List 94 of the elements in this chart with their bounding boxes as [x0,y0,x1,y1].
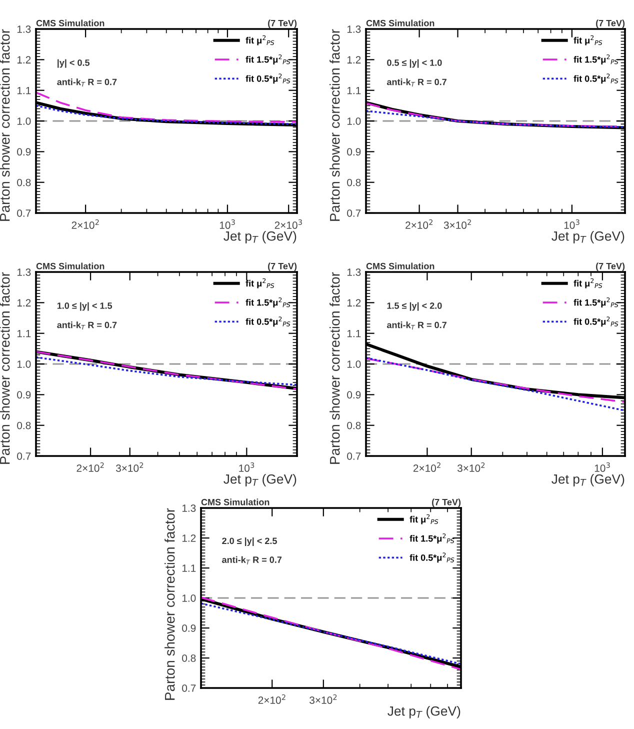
y-tick-label: 1.0 [347,118,361,125]
legend-label: fit 0.5*μ$^{2}$$_{PS}$ [246,74,290,84]
y-tick-label: 1.1 [182,564,196,572]
chart-subtitle: (7 TeV) [268,20,297,28]
y-tick-label: 1.1 [347,86,361,94]
y-axis-title: Parton shower correction factor [0,29,10,221]
x-tick-label: 3×10$^{2}$ [444,219,471,229]
x-tick-label: 2×10$^{2}$ [258,694,286,704]
y-tick-label: 1.0 [347,360,361,368]
y-tick-label: 0.8 [17,422,31,430]
chart-title: CMS Simulation [36,262,104,270]
x-tick-label: 10$^{3}$ [564,219,580,229]
y-tick-label: 1.3 [347,268,361,276]
legend-label: fit μ$^{2}$$_{PS}$ [246,35,274,46]
annotation: anti-k$_{T}$ R = 0.7 [57,322,117,330]
y-tick-label: 0.7 [347,210,361,217]
legend-label: fit 0.5*μ$^{2}$$_{PS}$ [574,316,618,327]
chart-subtitle: (7 TeV) [432,498,461,508]
chart-title: CMS Simulation [36,20,104,26]
legend-label: fit 1.5*μ$^{2}$$_{PS}$ [246,297,290,308]
y-axis-title: Parton shower correction factor [0,272,10,464]
legend-label: fit 0.5*μ$^{2}$$_{PS}$ [246,316,290,327]
chart-subtitle: (7 TeV) [596,20,625,28]
x-tick-label: 3×10$^{2}$ [457,462,485,472]
y-tick-label: 0.9 [347,391,361,399]
y-tick-label: 1.2 [17,56,31,64]
annotation: anti-k$_{T}$ R = 0.7 [386,78,446,87]
chart-title: CMS Simulation [366,20,434,26]
y-tick-label: 1.2 [347,299,361,306]
y-tick-label: 1.1 [17,330,31,338]
y-tick-label: 0.9 [17,391,31,399]
legend-label: fit μ$^{2}$$_{PS}$ [574,35,602,46]
legend-label: fit 1.5*μ$^{2}$$_{PS}$ [574,54,618,64]
x-axis-title: Jet p$_{T}$ (GeV) [224,231,296,244]
y-tick-label: 0.8 [182,654,196,662]
legend-label: fit 0.5*μ$^{2}$$_{PS}$ [574,74,618,84]
x-tick-label: 2×10$^{2}$ [406,219,433,229]
legend-label: fit μ$^{2}$$_{PS}$ [574,278,602,288]
chart-title: CMS Simulation [366,262,434,270]
legend-label: fit μ$^{2}$$_{PS}$ [246,278,274,288]
y-tick-label: 0.8 [347,178,361,186]
legend-label: fit μ$^{2}$$_{PS}$ [410,514,438,524]
y-tick-label: 1.2 [17,299,31,306]
y-tick-label: 1.0 [17,360,31,368]
y-tick-label: 1.2 [347,56,361,64]
y-tick-label: 0.8 [17,178,31,186]
x-axis-title: Jet p$_{T}$ (GeV) [388,706,460,718]
x-tick-label: 2×10$^{3}$ [274,219,302,229]
y-tick-label: 1.3 [17,268,31,276]
annotation: anti-k$_{T}$ R = 0.7 [57,78,117,87]
annotation: 1.5 ≤ |y| < 2.0 [387,302,442,311]
x-axis-title: Jet p$_{T}$ (GeV) [224,474,296,486]
y-tick-label: 1.0 [182,594,196,602]
y-tick-label: 1.1 [17,86,31,94]
y-tick-label: 0.9 [17,148,31,156]
y-tick-label: 0.9 [347,148,361,156]
legend-label: fit 1.5*μ$^{2}$$_{PS}$ [574,297,618,308]
y-tick-label: 0.9 [182,624,196,632]
y-tick-label: 1.1 [347,330,361,338]
y-tick-label: 1.2 [182,534,196,542]
y-tick-label: 0.8 [347,422,361,430]
chart-subtitle: (7 TeV) [596,262,625,272]
chart-subtitle: (7 TeV) [268,262,297,272]
x-tick-label: 10$^{3}$ [239,462,254,472]
x-tick-label: 3×10$^{2}$ [116,462,144,472]
chart-title: CMS Simulation [201,498,270,506]
y-axis-title: Parton shower correction factor [330,29,340,221]
y-tick-label: 0.7 [17,452,31,460]
annotation: 0.5 ≤ |y| < 1.0 [387,59,442,68]
y-tick-label: 0.7 [182,684,196,692]
annotation: 2.0 ≤ |y| < 2.5 [222,537,277,546]
y-axis-title: Parton shower correction factor [164,508,175,700]
y-tick-label: 0.7 [17,210,31,217]
y-axis-title: Parton shower correction factor [330,272,340,464]
legend-label: fit 0.5*μ$^{2}$$_{PS}$ [410,552,454,563]
x-tick-label: 2×10$^{2}$ [76,462,104,472]
x-tick-label: 10$^{3}$ [594,462,610,472]
y-tick-label: 1.3 [182,504,196,512]
y-tick-label: 1.3 [17,26,31,33]
y-tick-label: 1.0 [17,118,31,125]
annotation: anti-k$_{T}$ R = 0.7 [222,556,282,564]
legend-label: fit 1.5*μ$^{2}$$_{PS}$ [410,533,454,544]
legend-label: fit 1.5*μ$^{2}$$_{PS}$ [246,54,290,64]
y-tick-label: 1.3 [347,26,361,33]
annotation: 1.0 ≤ |y| < 1.5 [57,302,112,311]
x-tick-label: 10$^{3}$ [220,219,235,229]
x-tick-label: 3×10$^{2}$ [310,694,337,704]
x-axis-title: Jet p$_{T}$ (GeV) [552,474,624,486]
annotation: |y| < 0.5 [58,59,90,68]
annotation: anti-k$_{T}$ R = 0.7 [386,322,446,330]
y-tick-label: 0.7 [347,452,361,460]
x-tick-label: 2×10$^{2}$ [413,462,440,472]
x-axis-title: Jet p$_{T}$ (GeV) [552,231,624,244]
x-tick-label: 2×10$^{2}$ [72,219,99,229]
